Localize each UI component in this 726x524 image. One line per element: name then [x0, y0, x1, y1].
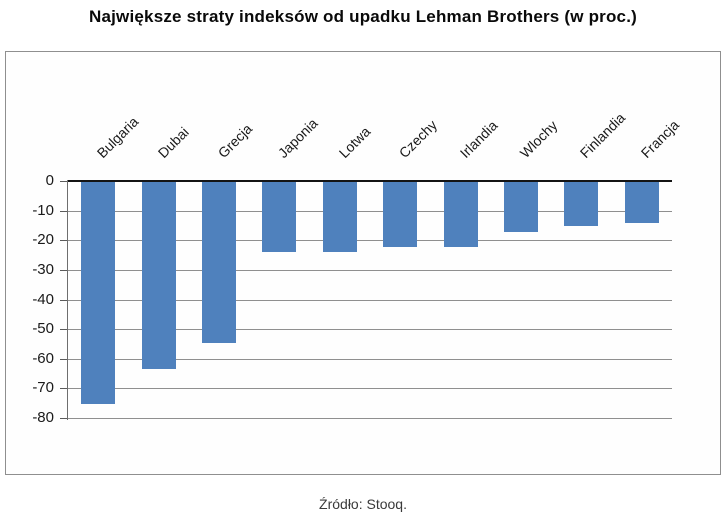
category-label-wlochy: Wlochy: [516, 117, 561, 161]
y-tick-mark: [60, 329, 67, 331]
chart-frame: 0 -10 -20 -30 -40 -50 -60 -70 -80 Bulgaria Dubai G…: [5, 51, 721, 475]
zero-axis-line: [68, 180, 672, 182]
y-tick-mark: [60, 240, 67, 242]
bar-japonia: [262, 182, 297, 252]
bar-bulgaria: [81, 182, 116, 405]
bar-wlochy: [504, 182, 538, 233]
gridline: [68, 269, 672, 271]
category-label-bulgaria: Bulgaria: [93, 113, 142, 161]
category-label-dubai: Dubai: [154, 123, 192, 161]
y-tick-mark: [60, 358, 67, 360]
category-label-czechy: Czechy: [395, 116, 441, 161]
y-tick-mark: [60, 181, 67, 182]
category-label-irlandia: Irlandia: [456, 117, 501, 161]
bar-dubai: [141, 182, 176, 369]
category-label-grecja: Grecja: [214, 120, 256, 161]
y-tick-label: -60: [32, 349, 54, 367]
y-tick-mark: [60, 269, 67, 271]
category-label-japonia: Japonia: [275, 115, 322, 161]
gridline: [68, 418, 672, 419]
gridline: [68, 210, 672, 212]
bar-irlandia: [443, 182, 478, 248]
bar-francja: [624, 182, 659, 224]
y-tick-mark: [60, 418, 67, 419]
gridline: [68, 358, 672, 360]
y-tick-label: -20: [32, 231, 54, 249]
bar-lotwa: [322, 182, 357, 252]
gridline: [68, 240, 672, 242]
gridline: [68, 299, 672, 301]
y-tick-label: -10: [32, 201, 54, 219]
category-label-finlandia: Finlandia: [577, 109, 629, 161]
y-tick-label: -40: [32, 290, 54, 308]
y-axis-line: [67, 180, 68, 420]
y-tick-label: -30: [32, 260, 54, 278]
y-tick-mark: [60, 299, 67, 301]
y-tick-label: -70: [32, 379, 54, 397]
y-tick-label: -80: [32, 409, 54, 426]
y-tick-mark: [60, 388, 67, 390]
gridline: [68, 388, 672, 390]
gridline: [68, 329, 672, 331]
y-tick-label: -50: [32, 320, 54, 338]
y-tick-mark: [60, 210, 67, 212]
category-label-francja: Francja: [637, 116, 682, 161]
bar-czechy: [383, 182, 418, 248]
source-caption: Źródło: Stooq.: [319, 496, 407, 512]
plot-area: [68, 182, 672, 419]
chart-title: Największe straty indeksów od upadku Leh…: [88, 7, 638, 26]
category-label-lotwa: Lotwa: [335, 123, 374, 161]
y-tick-label: 0: [45, 172, 54, 189]
bar-finlandia: [564, 182, 599, 227]
bar-grecja: [202, 182, 236, 344]
